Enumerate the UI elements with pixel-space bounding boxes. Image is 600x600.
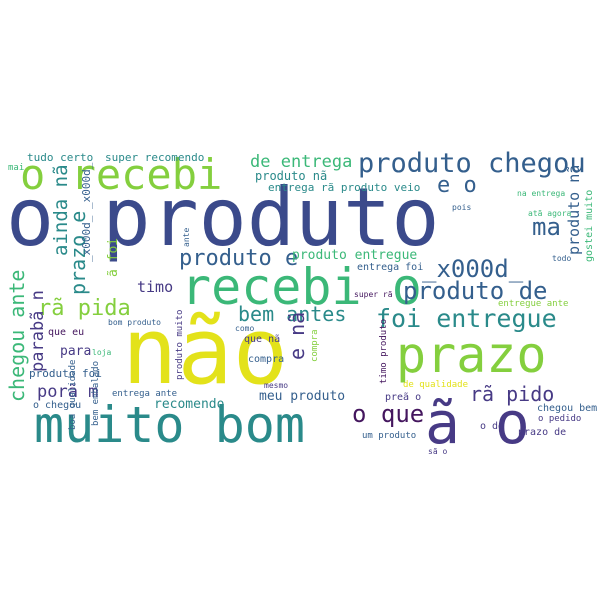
word-pois: pois xyxy=(452,203,472,212)
word-ra-pida: rã pida xyxy=(38,296,131,321)
word-timo: timo xyxy=(137,278,174,296)
word-o-que: o que xyxy=(352,400,425,428)
word-loja: loja xyxy=(92,348,112,357)
word-super-recomendo: super recomendo xyxy=(105,151,205,164)
word-de-qualidade: de qualidade xyxy=(403,380,469,390)
word-entrega-foi: entrega foi xyxy=(357,262,424,273)
word-recomendo: recomendo xyxy=(154,397,225,412)
word-comprei: compra xyxy=(310,329,320,362)
word-entrega-ra-produto-veio: entrega rã produto veio xyxy=(268,181,421,194)
word-produto-muito: produto muito xyxy=(175,309,185,380)
word-prea-o: preã o xyxy=(385,392,422,403)
word-foi-entregue: foi entregue xyxy=(376,304,557,333)
word-x000d: _x000d_ xyxy=(422,255,524,283)
word-ata-agora: atã agora xyxy=(528,209,572,218)
word-a-o: ã o xyxy=(425,389,530,457)
word-de-entrega: de entrega xyxy=(250,152,353,172)
word-sa-o: sã o xyxy=(428,447,448,456)
word-produto-e: produto e xyxy=(179,246,299,271)
word-parabans: parabã n xyxy=(28,290,48,372)
word-gostei-muito: gostei muito xyxy=(584,189,595,262)
word-entrega-ante: entrega ante xyxy=(112,389,178,399)
word-rapido: rã pido xyxy=(470,382,555,406)
word-chegou-ante: chegou ante xyxy=(5,269,29,402)
word-prazo-e: e o xyxy=(437,173,477,198)
word-mesmo: mesmo xyxy=(264,381,289,390)
word-um-produto: um produto xyxy=(362,431,417,441)
word-x000d-x000d: _x000d_ _x000d_ xyxy=(80,162,93,262)
word-bem-antes: bem antes xyxy=(238,302,347,326)
word-produto-entregue: produto entregue xyxy=(292,248,418,263)
word-mai: mai xyxy=(8,163,25,173)
word-porem: porã m xyxy=(37,382,99,402)
word-muito-bom: muito bom xyxy=(34,396,305,454)
word-o-produto: o produto xyxy=(6,171,440,264)
word-todo: todo xyxy=(552,254,572,263)
word-tudo-certo: tudo certo xyxy=(27,151,94,164)
word-como: como xyxy=(235,324,255,333)
word-bom-produto: bom produto xyxy=(108,318,161,327)
word-recebi-o: recebi o xyxy=(181,258,422,316)
word-compra: compra xyxy=(248,354,285,365)
word-nao: não xyxy=(122,298,289,405)
word-a-foi: ã foi xyxy=(106,237,121,277)
word-que-na: que nã xyxy=(244,334,281,345)
word-o-chegou: o chegou xyxy=(33,400,82,411)
word-para: para xyxy=(60,344,92,359)
word-meu-produto: meu produto xyxy=(259,389,346,404)
word-entregue-ante: entregue ante xyxy=(498,299,569,309)
word-prazo-de: prazo de xyxy=(518,427,567,438)
word-que-eu: que eu xyxy=(48,327,85,338)
word-o-recebi: o recebi xyxy=(20,150,223,199)
word-timo-produto: timo produto xyxy=(379,318,389,384)
word-prazo: prazo xyxy=(396,326,547,384)
word-o-de: o de xyxy=(480,421,505,432)
word-produto-foi: produto foi xyxy=(29,367,102,380)
word-produto-de: produto de xyxy=(403,277,548,305)
word-o-pedido: o pedido xyxy=(538,414,582,424)
word-na-entrega: na entrega xyxy=(517,189,566,198)
word-e-na: e nã xyxy=(285,311,309,360)
word-ante: ante xyxy=(182,227,191,247)
word-super-ra: super rã xyxy=(354,290,393,299)
word-produto-na: produto nã xyxy=(255,169,328,183)
word-produto-chegou: produto chegou xyxy=(358,148,586,179)
word-chegou-bem: chegou bem xyxy=(537,403,598,414)
word-ma: ma xyxy=(532,213,561,241)
